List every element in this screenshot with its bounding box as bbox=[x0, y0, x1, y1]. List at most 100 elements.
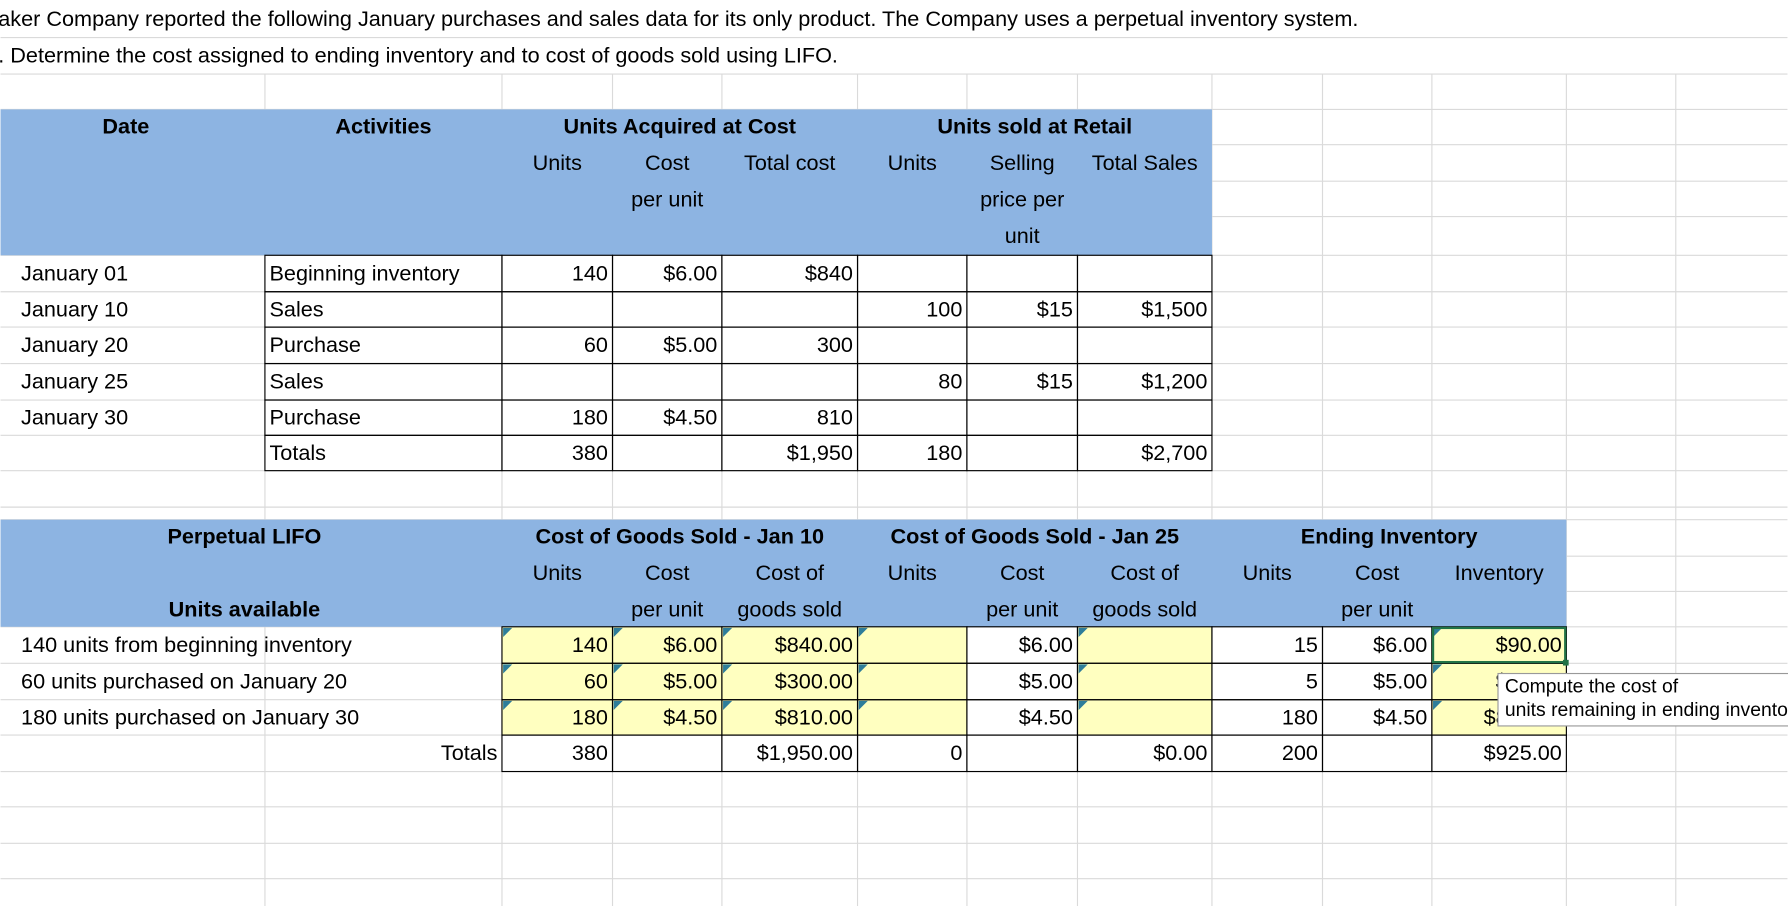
activity-cell: Totals bbox=[269, 440, 326, 465]
cell-border bbox=[1321, 734, 1433, 773]
number-cell: $5.00 bbox=[1019, 668, 1073, 693]
cell-border bbox=[1076, 326, 1213, 365]
activity-cell: Purchase bbox=[269, 332, 360, 357]
date-cell: January 10 bbox=[21, 296, 128, 321]
column-header: unit bbox=[1005, 223, 1040, 248]
number-cell: $6.00 bbox=[1373, 632, 1427, 657]
group-header: Ending Inventory bbox=[1301, 524, 1478, 549]
cell-fill bbox=[721, 699, 858, 736]
column-header: Units bbox=[888, 150, 937, 175]
column-header: per unit bbox=[1341, 597, 1413, 622]
activity-cell: Purchase bbox=[269, 405, 360, 430]
column-header: Cost bbox=[645, 560, 690, 585]
number-cell: 810 bbox=[817, 405, 853, 430]
cell-border bbox=[611, 734, 723, 773]
cell-border bbox=[1076, 399, 1213, 436]
number-cell: $1,200 bbox=[1141, 369, 1207, 394]
column-header: Activities bbox=[335, 113, 431, 138]
number-cell: $15 bbox=[1037, 369, 1073, 394]
number-cell: $5.00 bbox=[663, 668, 717, 693]
number-cell: $6.00 bbox=[663, 260, 717, 285]
cell-marker bbox=[503, 664, 513, 674]
activity-cell: Beginning inventory bbox=[269, 260, 459, 285]
column-header: Units bbox=[888, 560, 937, 585]
cell-marker bbox=[1433, 627, 1443, 638]
cell-border bbox=[966, 399, 1079, 436]
column-header: Cost bbox=[1355, 560, 1400, 585]
column-header: Inventory bbox=[1455, 560, 1544, 585]
cell-border bbox=[1076, 254, 1213, 293]
cell-border bbox=[721, 362, 859, 401]
cell-fill bbox=[721, 663, 858, 700]
number-cell: $810.00 bbox=[775, 704, 853, 729]
number-cell: 5 bbox=[1306, 668, 1318, 693]
cell-border bbox=[966, 254, 1079, 293]
cell-border bbox=[501, 362, 614, 401]
cell-border bbox=[611, 434, 723, 472]
column-header: Cost bbox=[645, 150, 690, 175]
column-header: goods sold bbox=[1092, 597, 1197, 622]
borders bbox=[264, 254, 1569, 773]
number-cell: 200 bbox=[1282, 740, 1318, 765]
column-header: Total Sales bbox=[1092, 150, 1198, 175]
number-cell: 15 bbox=[1294, 632, 1318, 657]
cell-marker bbox=[613, 664, 623, 674]
number-cell: 300 bbox=[817, 332, 853, 357]
column-header: Units bbox=[533, 560, 582, 585]
cell-border bbox=[611, 362, 723, 401]
number-cell: 80 bbox=[938, 369, 962, 394]
number-cell: $5.00 bbox=[1373, 668, 1427, 693]
header-fill bbox=[0, 519, 1567, 627]
number-cell: $840 bbox=[805, 260, 853, 285]
column-header: per unit bbox=[631, 186, 703, 211]
table-title: Perpetual LIFO bbox=[167, 524, 321, 549]
tooltip-box bbox=[1497, 672, 1788, 727]
number-cell: $90.00 bbox=[1496, 632, 1562, 657]
cell-fill bbox=[1077, 663, 1212, 700]
intro-line: . Determine the cost assigned to ending … bbox=[0, 43, 838, 68]
column-header: Units bbox=[1243, 560, 1292, 585]
cell-fill bbox=[612, 699, 722, 736]
number-cell: 180 bbox=[926, 440, 962, 465]
column-header: goods sold bbox=[737, 597, 842, 622]
date-cell: January 01 bbox=[21, 260, 128, 285]
number-cell: $840.00 bbox=[775, 632, 853, 657]
number-cell: 100 bbox=[926, 296, 962, 321]
cell-border bbox=[1431, 734, 1567, 773]
group-header: Units Acquired at Cost bbox=[564, 113, 796, 138]
number-cell: 60 bbox=[584, 668, 608, 693]
column-header: Cost bbox=[1000, 560, 1045, 585]
cell-fill bbox=[857, 626, 967, 664]
date-cell: January 25 bbox=[21, 369, 128, 394]
cell-fill bbox=[857, 663, 967, 700]
date-cell: January 20 bbox=[21, 332, 128, 357]
group-header: Cost of Goods Sold - Jan 25 bbox=[890, 524, 1179, 549]
activity-cell: Sales bbox=[269, 369, 323, 394]
activity-cell: Sales bbox=[269, 296, 323, 321]
cell-border bbox=[721, 291, 859, 328]
cell-fill bbox=[501, 626, 613, 664]
number-cell: $15 bbox=[1037, 296, 1073, 321]
number-cell: $4.50 bbox=[663, 704, 717, 729]
cell-fill bbox=[612, 663, 722, 700]
number-cell: $4.50 bbox=[663, 405, 717, 430]
number-cell: $925.00 bbox=[1484, 740, 1562, 765]
number-cell: 180 bbox=[572, 704, 608, 729]
selected-cell bbox=[1431, 626, 1567, 664]
cell-fill bbox=[501, 699, 613, 736]
number-cell: 140 bbox=[572, 632, 608, 657]
header-fill bbox=[0, 109, 1212, 256]
number-cell: $300.00 bbox=[775, 668, 853, 693]
intro-line: aker Company reported the following Janu… bbox=[0, 6, 1358, 31]
column-header: Cost of bbox=[755, 560, 825, 585]
number-cell: $1,950.00 bbox=[757, 740, 853, 765]
cell-marker bbox=[723, 627, 733, 638]
cell-border bbox=[966, 434, 1079, 472]
number-cell: $6.00 bbox=[1019, 632, 1073, 657]
column-header: Total cost bbox=[744, 150, 835, 175]
number-cell: 380 bbox=[572, 740, 608, 765]
cell-border bbox=[1076, 434, 1213, 472]
cell-fill bbox=[721, 626, 858, 664]
number-cell: 140 bbox=[572, 260, 608, 285]
